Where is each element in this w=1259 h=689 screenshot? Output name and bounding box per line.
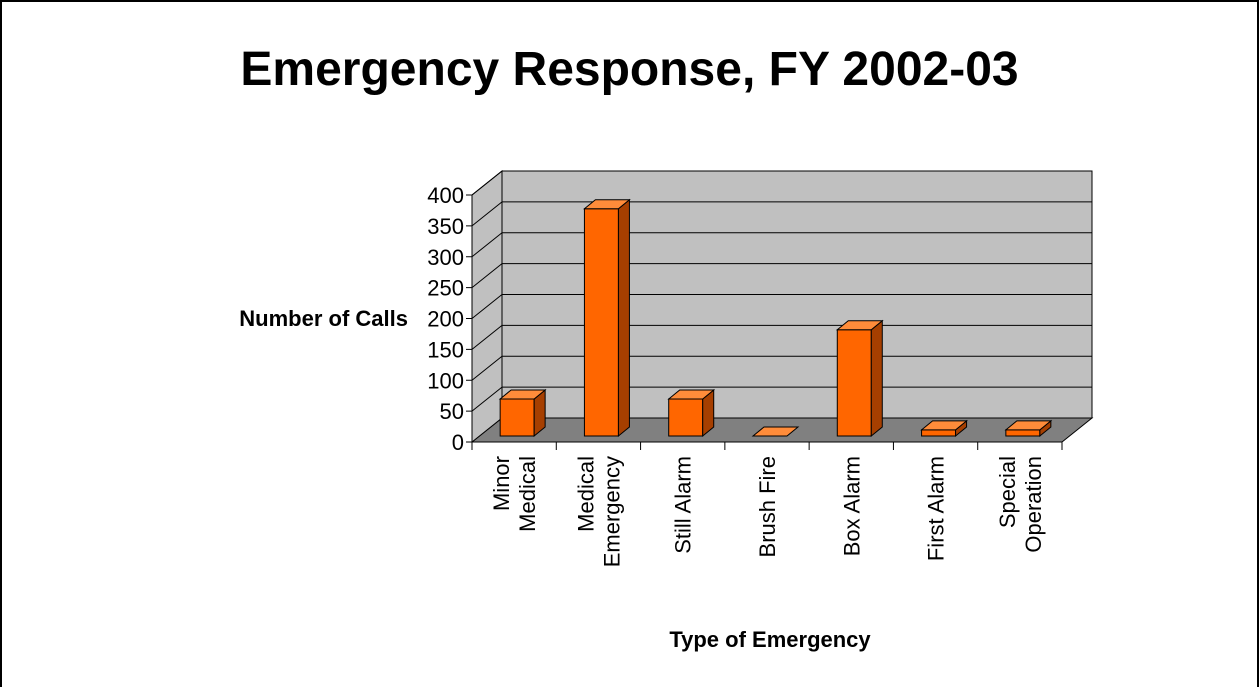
bar-top (1004, 420, 1053, 431)
gridline-side (471, 232, 503, 258)
bar-front (921, 429, 957, 437)
y-tick-label: 150 (427, 337, 464, 362)
bar-side (617, 198, 630, 438)
gridline-side (471, 294, 503, 319)
gridline-side (471, 355, 503, 381)
y-axis-title: Number of Calls (239, 306, 408, 331)
y-tick-label: 350 (427, 214, 464, 239)
bar-front (583, 208, 619, 437)
x-tick-label: Operation (1021, 456, 1046, 553)
bar-top (667, 389, 716, 400)
bar (835, 319, 884, 438)
y-tick-label: 100 (427, 368, 464, 393)
bar-front (1005, 429, 1041, 437)
gridline-side (471, 386, 503, 412)
chart-title: Emergency Response, FY 2002-03 (240, 43, 1019, 96)
x-tick-label: Medical (515, 456, 540, 532)
bar (667, 388, 716, 438)
y-tick-label: 50 (440, 399, 464, 424)
bar (751, 426, 800, 437)
bar (920, 419, 968, 438)
x-axis-title: Type of Emergency (669, 627, 871, 652)
y-tick-label: 250 (427, 276, 464, 301)
y-tick-label: 200 (427, 307, 464, 332)
bar-top (498, 389, 547, 400)
bar (498, 388, 547, 438)
x-tick-label: Emergency (599, 456, 624, 567)
y-tick-label: 300 (427, 245, 464, 270)
y-tick-label: 400 (427, 183, 464, 208)
x-tick-label: Brush Fire (755, 456, 780, 557)
gridline-side (471, 324, 503, 350)
x-tick-label: Medical (573, 456, 598, 532)
bar-top (920, 420, 968, 431)
gridline-side (471, 170, 503, 196)
bar-side (870, 319, 883, 438)
x-tick-label: First Alarm (924, 456, 949, 561)
bar (583, 198, 631, 438)
x-tick-label: Special (995, 456, 1020, 528)
bar-top (835, 320, 884, 331)
gridline-side (471, 263, 503, 289)
bar (1004, 419, 1053, 438)
y-tick-label: 0 (452, 430, 464, 455)
bar-front (836, 329, 872, 437)
x-tick-label: Still Alarm (671, 456, 696, 554)
bar-front (499, 398, 535, 437)
x-tick-label: Box Alarm (839, 456, 864, 556)
bar-front (668, 398, 704, 437)
x-tick-label: Minor (489, 456, 514, 511)
gridline-side (471, 201, 503, 227)
bar-top (583, 199, 631, 210)
bar-top (751, 426, 800, 437)
